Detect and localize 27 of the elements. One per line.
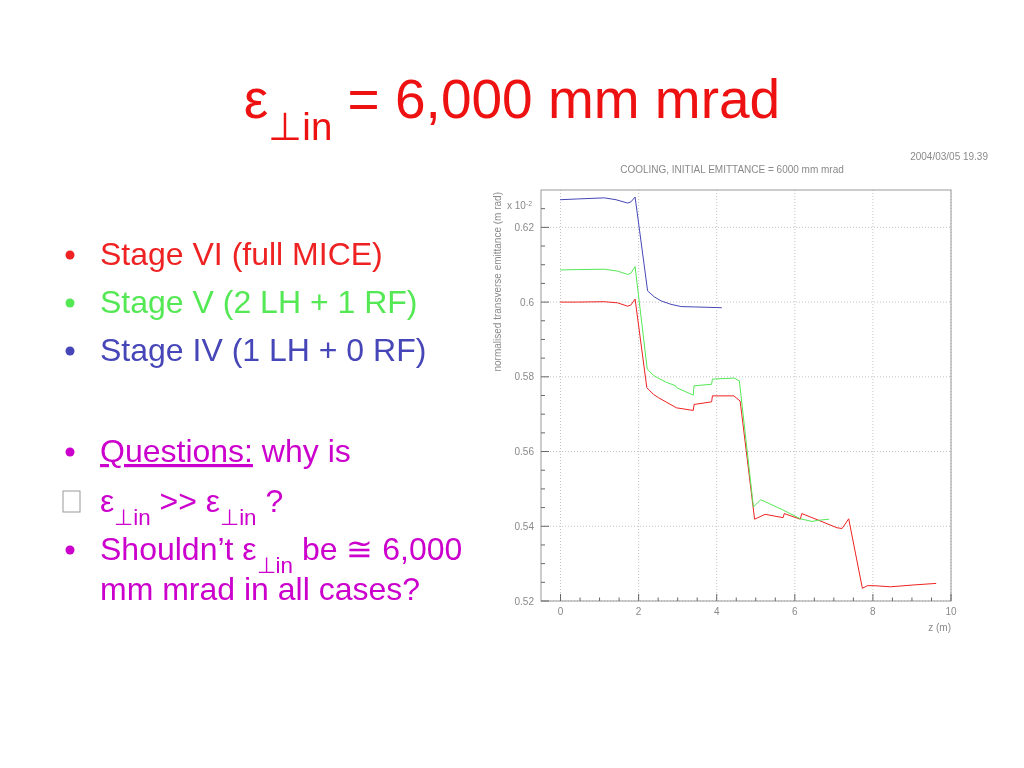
text: Questions: why is — [100, 433, 351, 469]
text: ε$_{⊥in}$ >> ε$_{⊥in}$ ? — [100, 483, 284, 530]
line-series — [560, 196, 722, 309]
y-tick-label: 0.58 — [514, 371, 535, 383]
x-tick-label: 10 — [945, 606, 957, 617]
text: x 10$^{-2}$ — [507, 199, 533, 211]
legend-label: Stage IV (1 LH + 0 RF) — [100, 332, 427, 368]
y-tick-label: 0.52 — [514, 595, 535, 607]
x-axis-title: z (m) — [928, 622, 951, 633]
x-tick-label: 0 — [557, 606, 564, 617]
chart-subtitle: COOLING, INITIAL EMITTANCE = 6000 mm mrad — [620, 164, 844, 175]
legend-label: Stage V (2 LH + 1 RF) — [100, 284, 418, 320]
line-series — [560, 266, 830, 522]
text: Shouldn’t ε$_{⊥in}$ be ≅ 6,000 mm mrad in all cases? — [100, 531, 463, 607]
y-tick-label: 0.62 — [514, 221, 535, 233]
x-tick-label: 4 — [713, 606, 720, 617]
y-axis-title: normalised transverse emittance (m rad) — [492, 192, 503, 372]
legend-label: Stage VI (full MICE) — [100, 236, 383, 272]
x-tick-label: 2 — [635, 606, 642, 617]
y-tick-label: 0.56 — [514, 446, 535, 458]
y-tick-label: 0.6 — [520, 296, 535, 308]
y-tick-label: 0.54 — [514, 520, 535, 532]
chart-title: ε$_{⊥in}$ = 6,000 mm mrad — [243, 68, 781, 148]
line-series — [560, 298, 937, 589]
x-tick-label: 8 — [870, 606, 877, 617]
text: 2004/03/05 19.39 — [910, 151, 989, 162]
x-tick-label: 6 — [792, 606, 799, 617]
